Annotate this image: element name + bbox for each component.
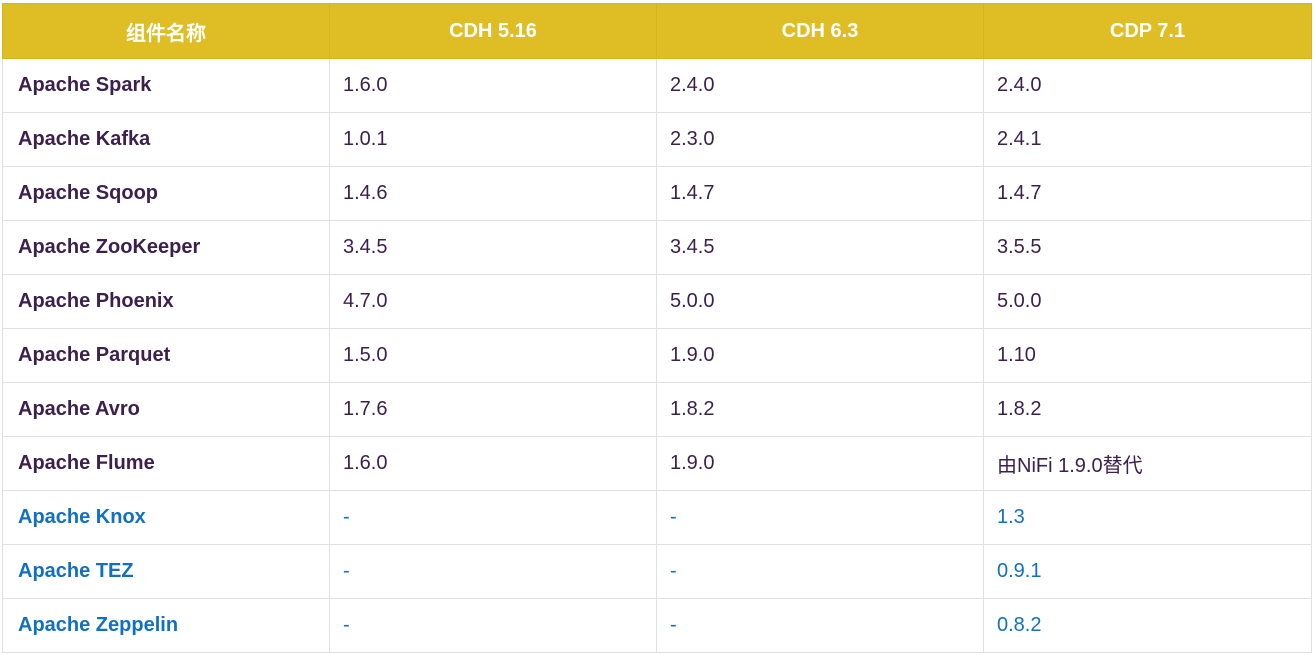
cdh-63-version-cell: 1.9.0 (656, 436, 984, 491)
cdp-71-version-cell: 5.0.0 (983, 274, 1312, 329)
table-row: Apache Kafka 1.0.1 2.3.0 2.4.1 (2, 112, 1312, 167)
component-name-cell: Apache Flume (2, 436, 330, 491)
cdp-71-version-cell: 1.8.2 (983, 382, 1312, 437)
header-cdh-63: CDH 6.3 (656, 3, 984, 59)
table-row: Apache Parquet 1.5.0 1.9.0 1.10 (2, 328, 1312, 383)
cdh-516-version-cell: 4.7.0 (329, 274, 657, 329)
header-component-name: 组件名称 (2, 3, 330, 59)
cdh-63-version-cell: 1.8.2 (656, 382, 984, 437)
cdh-516-version-cell: - (329, 490, 657, 545)
cdp-71-version-cell: 0.8.2 (983, 598, 1312, 653)
cdh-63-version-cell: 2.3.0 (656, 112, 984, 167)
table-row: Apache Sqoop 1.4.6 1.4.7 1.4.7 (2, 166, 1312, 221)
table-row: Apache Spark 1.6.0 2.4.0 2.4.0 (2, 58, 1312, 113)
table-header: 组件名称 CDH 5.16 CDH 6.3 CDP 7.1 (2, 3, 1312, 59)
table-row: Apache ZooKeeper 3.4.5 3.4.5 3.5.5 (2, 220, 1312, 275)
cdp-71-version-cell: 3.5.5 (983, 220, 1312, 275)
cdh-516-version-cell: 1.6.0 (329, 436, 657, 491)
cdp-71-version-cell: 0.9.1 (983, 544, 1312, 599)
cdh-516-version-cell: - (329, 598, 657, 653)
component-name-cell: Apache Zeppelin (2, 598, 330, 653)
header-cdp-71: CDP 7.1 (983, 3, 1312, 59)
table-row: Apache Knox - -1.3 (2, 490, 1312, 545)
version-comparison-table: 组件名称 CDH 5.16 CDH 6.3 CDP 7.1 Apache Spa… (2, 3, 1312, 653)
component-name-cell: Apache TEZ (2, 544, 330, 599)
cdp-71-version-cell: 1.10 (983, 328, 1312, 383)
cdh-516-version-cell: - (329, 544, 657, 599)
table-row: Apache Avro 1.7.6 1.8.2 1.8.2 (2, 382, 1312, 437)
header-row: 组件名称 CDH 5.16 CDH 6.3 CDP 7.1 (2, 3, 1312, 59)
cdp-71-version-cell: 2.4.1 (983, 112, 1312, 167)
cdh-63-version-cell: - (656, 490, 984, 545)
cdp-71-version-cell: 2.4.0 (983, 58, 1312, 113)
cdh-63-version-cell: - (656, 544, 984, 599)
component-name-cell: Apache Knox (2, 490, 330, 545)
header-cdh-516: CDH 5.16 (329, 3, 657, 59)
cdh-63-version-cell: 1.9.0 (656, 328, 984, 383)
component-name-cell: Apache Phoenix (2, 274, 330, 329)
cdh-516-version-cell: 1.4.6 (329, 166, 657, 221)
table-row: Apache Zeppelin - -0.8.2 (2, 598, 1312, 653)
table-row: Apache Flume 1.6.0 1.9.0 由NiFi 1.9.0替代 (2, 436, 1312, 491)
component-name-cell: Apache ZooKeeper (2, 220, 330, 275)
component-name-cell: Apache Kafka (2, 112, 330, 167)
component-name-cell: Apache Sqoop (2, 166, 330, 221)
table-row: Apache TEZ - -0.9.1 (2, 544, 1312, 599)
cdp-71-version-cell: 由NiFi 1.9.0替代 (983, 436, 1312, 491)
table-body: Apache Spark 1.6.0 2.4.0 2.4.0 Apache Kafka 1… (2, 58, 1312, 653)
component-name-cell: Apache Spark (2, 58, 330, 113)
cdh-516-version-cell: 1.7.6 (329, 382, 657, 437)
cdh-63-version-cell: 5.0.0 (656, 274, 984, 329)
component-name-cell: Apache Avro (2, 382, 330, 437)
cdh-516-version-cell: 1.5.0 (329, 328, 657, 383)
cdh-516-version-cell: 3.4.5 (329, 220, 657, 275)
cdh-516-version-cell: 1.0.1 (329, 112, 657, 167)
table-row: Apache Phoenix 4.7.0 5.0.0 5.0.0 (2, 274, 1312, 329)
cdh-63-version-cell: - (656, 598, 984, 653)
cdh-63-version-cell: 1.4.7 (656, 166, 984, 221)
cdp-71-version-cell: 1.4.7 (983, 166, 1312, 221)
cdh-63-version-cell: 3.4.5 (656, 220, 984, 275)
cdh-63-version-cell: 2.4.0 (656, 58, 984, 113)
cdh-516-version-cell: 1.6.0 (329, 58, 657, 113)
component-name-cell: Apache Parquet (2, 328, 330, 383)
cdp-71-version-cell: 1.3 (983, 490, 1312, 545)
